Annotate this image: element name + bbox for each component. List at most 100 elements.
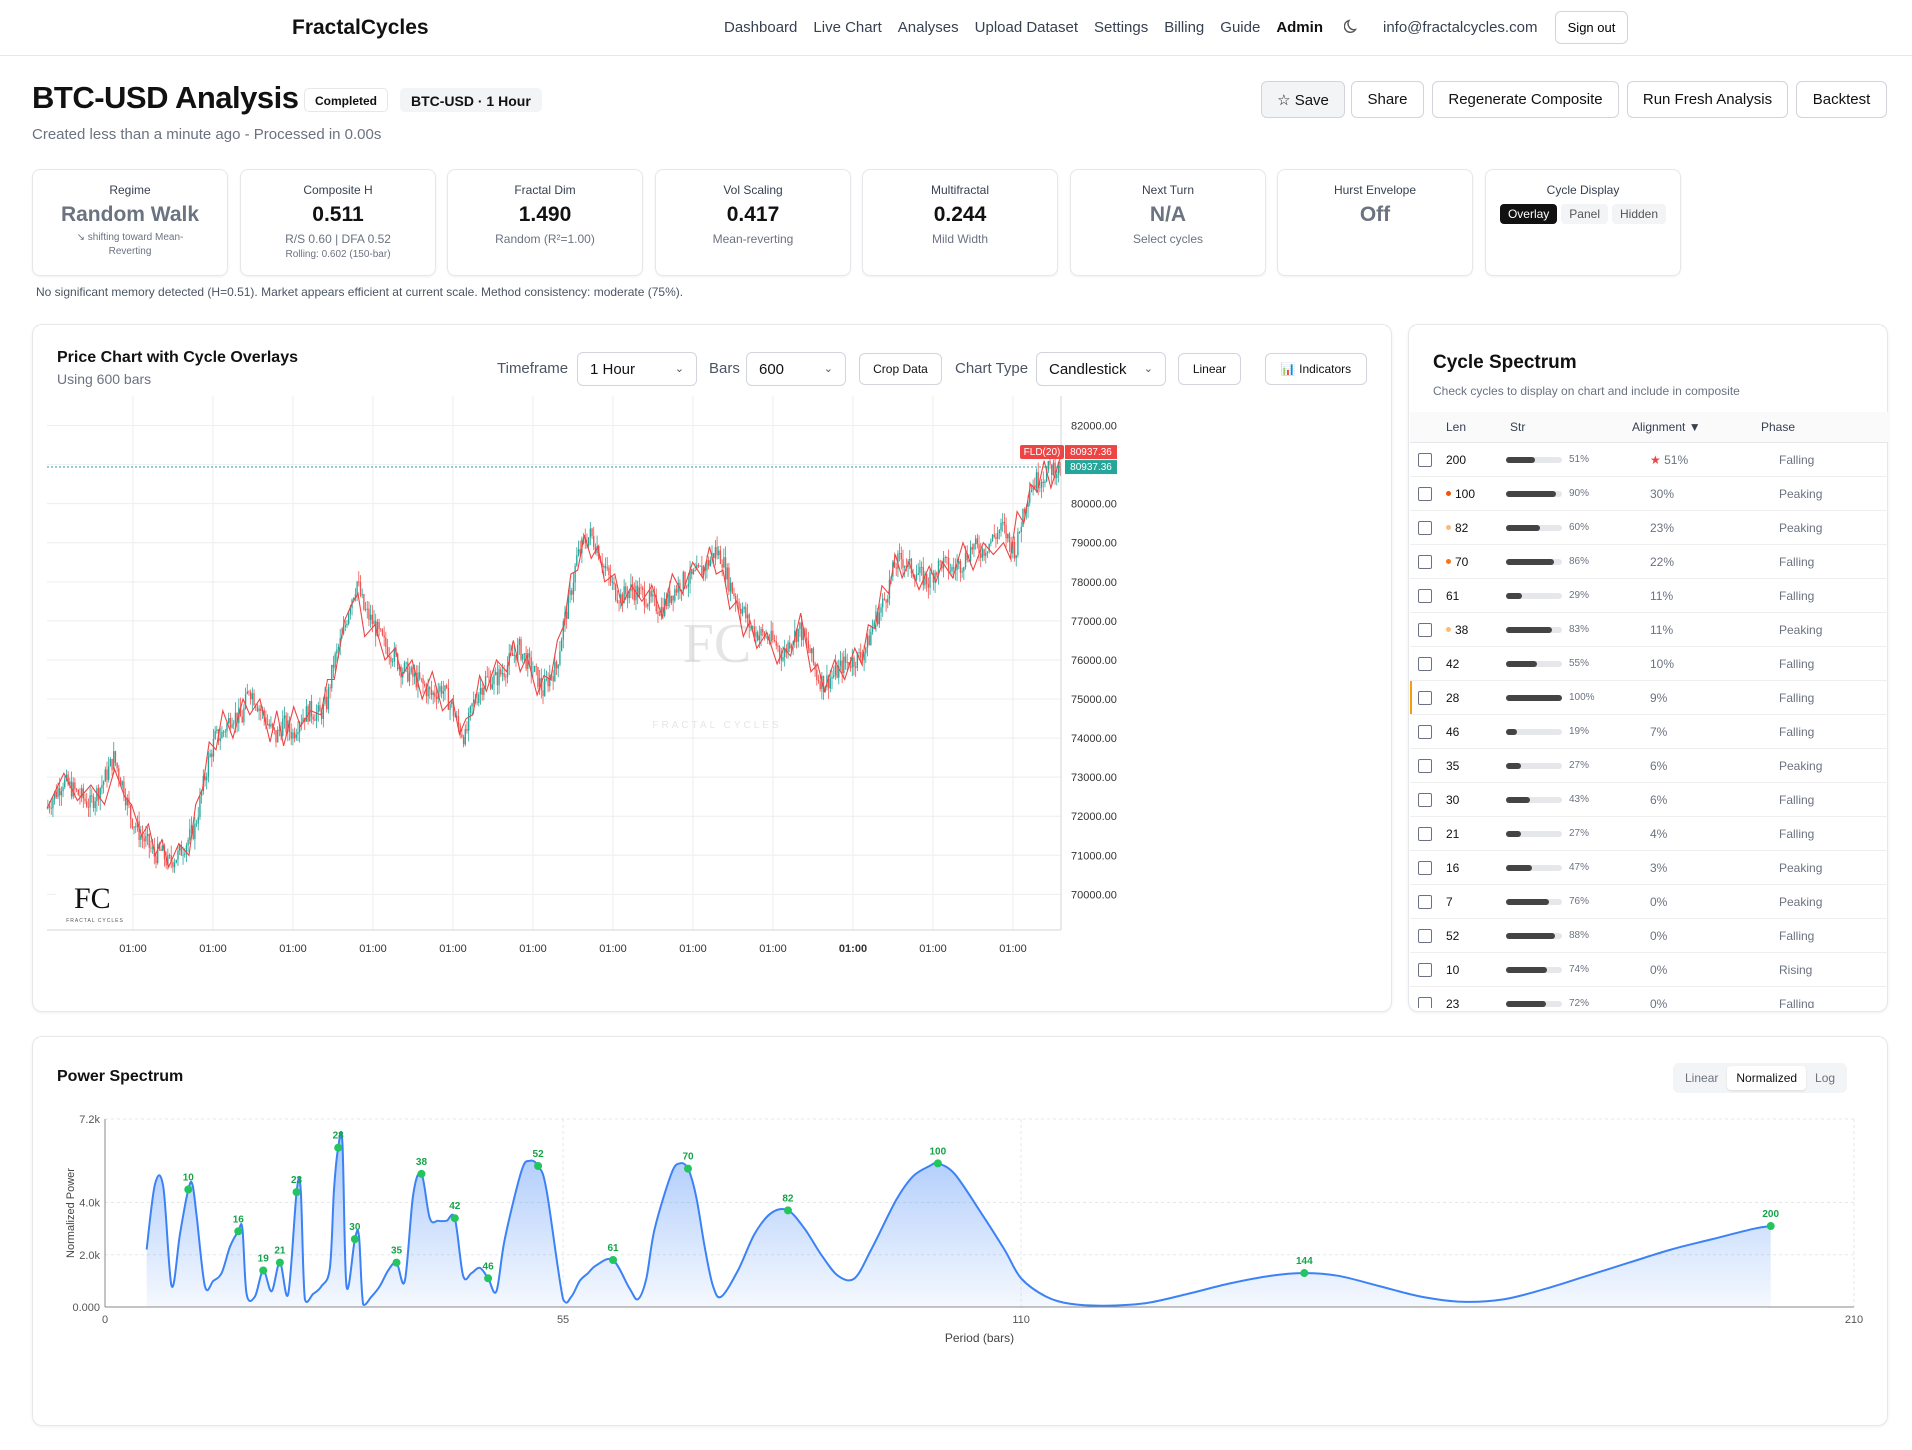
crop-data-button[interactable]: Crop Data [859,353,942,385]
col-alignment[interactable]: Alignment ▼ [1632,420,1701,434]
candle-body [897,553,899,569]
cycle-checkbox[interactable] [1418,758,1432,773]
cycle-checkbox[interactable] [1418,724,1432,739]
save-button[interactable]: ☆ Save [1261,81,1345,118]
nav-link-admin[interactable]: Admin [1276,19,1323,36]
cycle-row[interactable]: 42 55% 10% Falling [1410,647,1888,681]
cycle-row[interactable]: 70 86% 22% Falling [1410,545,1888,579]
strength-value: 60% [1569,522,1590,533]
peak-label: 16 [233,1214,245,1225]
cycle-checkbox[interactable] [1418,860,1432,875]
candle-body [883,598,886,600]
alignment-value: 0% [1650,895,1779,909]
strength-bar-fill [1506,762,1522,769]
cycle-checkbox[interactable] [1418,792,1432,807]
cycle-row[interactable]: 7 76% 0% Peaking [1410,885,1888,919]
cycle-checkbox[interactable] [1418,826,1432,841]
power-scale-linear[interactable]: Linear [1685,1071,1719,1085]
cycle-checkbox[interactable] [1418,520,1432,535]
cycle-row[interactable]: 46 19% 7% Falling [1410,715,1888,749]
power-spectrum-chart[interactable]: 101619212328303538424652617082100144200 … [32,1100,1888,1400]
cycle-row[interactable]: 30 43% 6% Falling [1410,783,1888,817]
cycle-checkbox[interactable] [1418,690,1432,705]
candle-body [679,583,681,592]
regenerate-composite-button[interactable]: Regenerate Composite [1432,81,1619,118]
cycle-row[interactable]: 100 90% 30% Peaking [1410,477,1888,511]
cycle-display-hidden[interactable]: Hidden [1612,204,1667,224]
nav-link-billing[interactable]: Billing [1164,19,1205,36]
price-chart[interactable]: 82000.0081000.0080000.0079000.0078000.00… [32,394,1388,974]
metric-sub: Mean-reverting [712,232,794,246]
candle-body [626,593,629,599]
candle-body [799,622,801,629]
nav-link-guide[interactable]: Guide [1220,19,1261,36]
cycle-length: 10 [1446,963,1506,977]
nav-link-dashboard[interactable]: Dashboard [724,19,798,36]
sign-out-button[interactable]: Sign out [1555,11,1628,44]
cycle-length: 23 [1446,997,1506,1009]
cycle-checkbox[interactable] [1418,486,1432,501]
candle-body [1039,487,1041,489]
cycle-checkbox[interactable] [1418,588,1432,603]
candle-body [724,557,727,580]
power-scale-normalized[interactable]: Normalized [1727,1066,1807,1090]
cycle-color-dot [1446,559,1451,564]
cycle-row[interactable]: 52 88% 0% Falling [1410,919,1888,953]
cycle-display-panel[interactable]: Panel [1561,204,1608,224]
x-tick-label: 110 [1012,1314,1030,1326]
nav-link-live-chart[interactable]: Live Chart [813,19,882,36]
bars-select[interactable]: 600 ⌄ [746,352,846,386]
moon-icon[interactable] [1343,18,1360,39]
cycle-row[interactable]: 200 51% ★ 51% Falling [1410,443,1888,477]
cycle-display-overlay[interactable]: Overlay [1499,204,1558,224]
candle-body [89,795,91,808]
linear-scale-button[interactable]: Linear [1178,353,1241,385]
brand-logo[interactable]: FractalCycles [292,16,429,39]
share-button[interactable]: Share [1351,81,1424,118]
peak-label: 19 [258,1253,270,1264]
indicators-button[interactable]: 📊 Indicators [1265,353,1367,385]
cycle-checkbox[interactable] [1418,894,1432,909]
cycle-checkbox[interactable] [1418,962,1432,977]
cycle-checkbox[interactable] [1418,656,1432,671]
cycle-checkbox[interactable] [1418,554,1432,569]
cycle-row[interactable]: 16 47% 3% Peaking [1410,851,1888,885]
timeframe-select[interactable]: 1 Hour ⌄ [577,352,697,386]
cycle-row[interactable]: 38 83% 11% Peaking [1410,613,1888,647]
cycle-checkbox[interactable] [1418,452,1432,467]
chart-type-select[interactable]: Candlestick ⌄ [1036,352,1166,386]
cycle-row[interactable]: 23 72% 0% Falling [1410,987,1888,1008]
candle-body [65,774,68,780]
cycle-row[interactable]: 82 60% 23% Peaking [1410,511,1888,545]
power-scale-log[interactable]: Log [1815,1071,1836,1085]
nav-link-analyses[interactable]: Analyses [897,19,959,36]
candle-body [324,696,326,704]
cycle-row[interactable]: 21 27% 4% Falling [1410,817,1888,851]
cycle-row[interactable]: 10 74% 0% Rising [1410,953,1888,987]
backtest-button[interactable]: Backtest [1796,81,1887,118]
cycle-row[interactable]: 35 27% 6% Peaking [1410,749,1888,783]
candle-body [750,626,752,628]
power-scale-toggle: Linear Normalized Log [1673,1063,1848,1093]
candle-body [408,672,411,682]
candle-body [334,653,336,668]
candle-body [765,636,767,638]
candle-body [265,717,267,725]
cycle-row[interactable]: 61 29% 11% Falling [1410,579,1888,613]
metric-sub: Random (R²=1.00) [495,232,595,246]
cycle-checkbox[interactable] [1418,622,1432,637]
nav-link-settings[interactable]: Settings [1094,19,1149,36]
run-fresh-analysis-button[interactable]: Run Fresh Analysis [1627,81,1788,118]
cycle-spectrum-title: Cycle Spectrum [1433,352,1577,373]
candle-body [246,691,248,695]
nav-link-upload-dataset[interactable]: Upload Dataset [974,19,1079,36]
metric-card-hurst-envelope[interactable]: Hurst Envelope Off [1277,169,1473,276]
cycle-checkbox[interactable] [1418,996,1432,1008]
hurst-envelope-toggle[interactable]: Off [1359,203,1391,226]
candle-body [829,678,831,689]
cycle-checkbox[interactable] [1418,928,1432,943]
candle-body [572,582,575,595]
candle-body [714,546,717,559]
cycle-row[interactable]: 28 100% 9% Falling [1410,681,1888,715]
candle-body [755,632,757,638]
